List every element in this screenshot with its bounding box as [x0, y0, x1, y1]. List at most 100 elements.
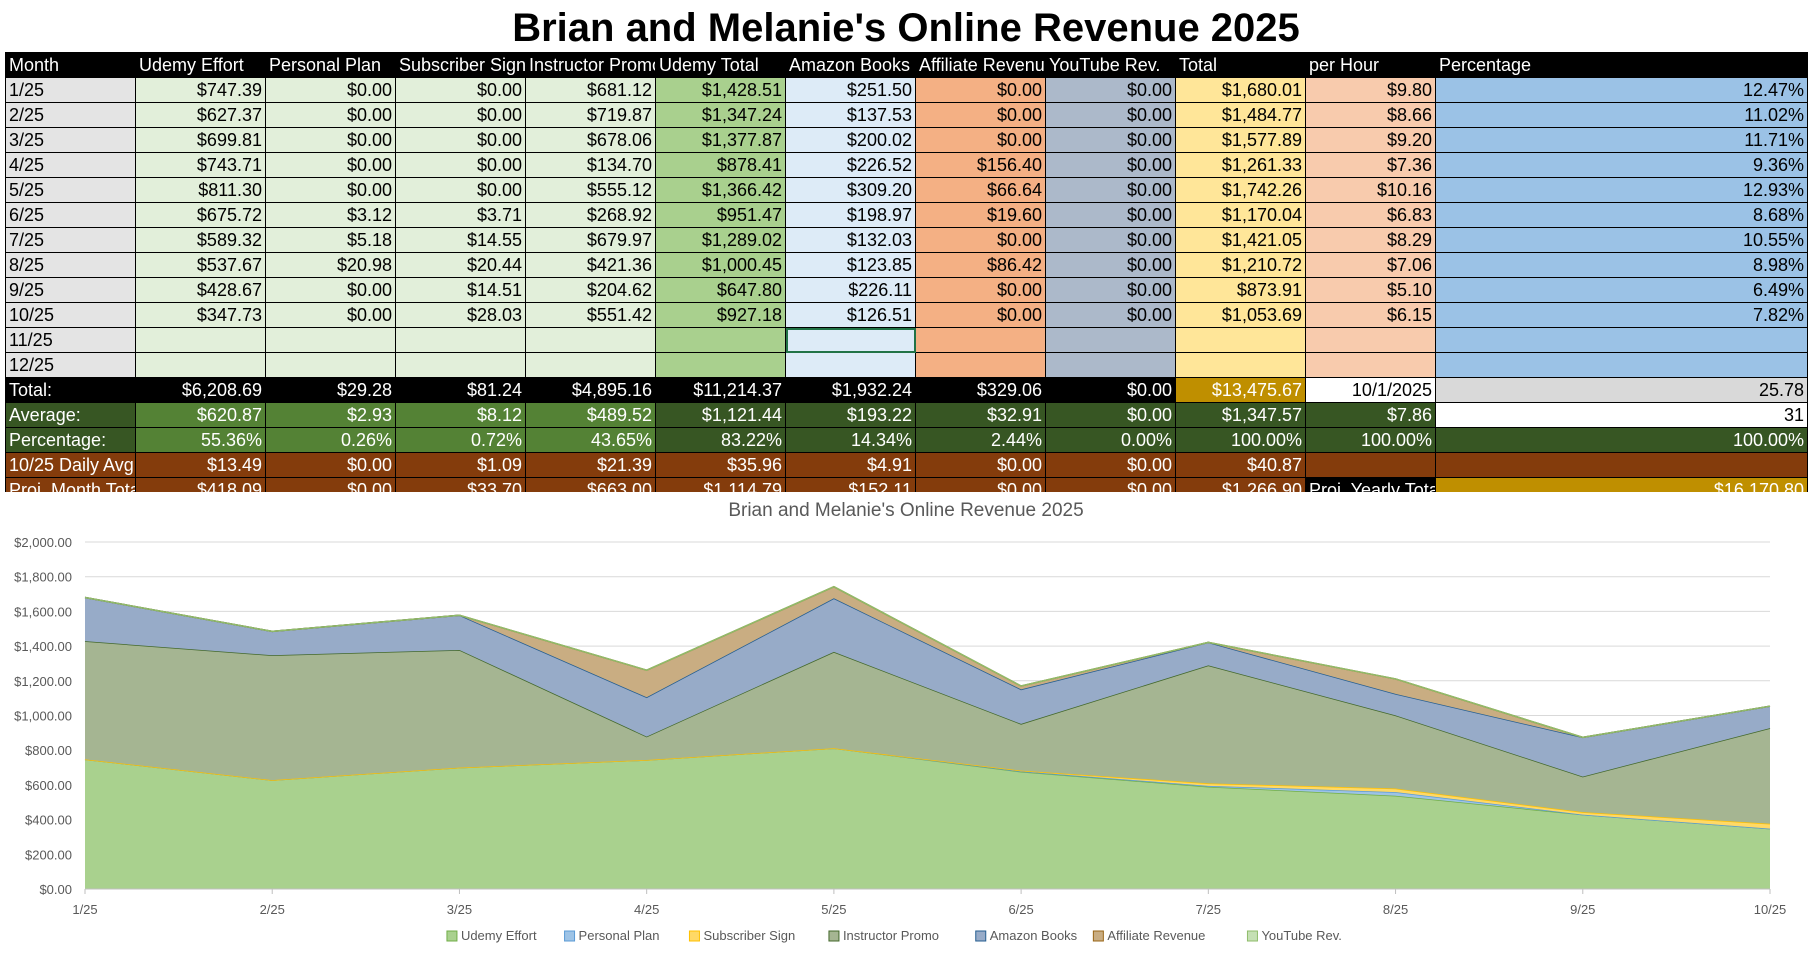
month-row-cell[interactable]: $123.85 — [785, 252, 916, 278]
month-row-cell[interactable]: $0.00 — [265, 102, 396, 128]
total-row-cell[interactable]: $81.24 — [395, 377, 526, 403]
header-row-cell[interactable]: Subscriber Sign — [395, 52, 526, 78]
average-row-cell[interactable]: $489.52 — [525, 402, 656, 428]
month-row-cell[interactable] — [395, 352, 526, 378]
month-row-cell[interactable]: $28.03 — [395, 302, 526, 328]
month-row-cell[interactable]: $134.70 — [525, 152, 656, 178]
month-row-cell[interactable]: $1,484.77 — [1175, 102, 1306, 128]
month-row-cell[interactable]: 3/25 — [5, 127, 136, 153]
total-row-cell[interactable]: $0.00 — [1045, 377, 1176, 403]
month-row-cell[interactable]: $7.36 — [1305, 152, 1436, 178]
header-row-cell[interactable]: Udemy Total — [655, 52, 786, 78]
month-row-cell[interactable]: 8/25 — [5, 252, 136, 278]
month-row-cell[interactable]: $1,170.04 — [1175, 202, 1306, 228]
month-row-cell[interactable]: $1,289.02 — [655, 227, 786, 253]
month-row-cell[interactable]: $0.00 — [265, 277, 396, 303]
month-row-cell[interactable]: $743.71 — [135, 152, 266, 178]
total-row-cell[interactable]: $4,895.16 — [525, 377, 656, 403]
header-row-cell[interactable]: YouTube Rev. — [1045, 52, 1176, 78]
month-row-cell[interactable]: 12.93% — [1435, 177, 1808, 203]
month-row-cell[interactable]: $20.98 — [265, 252, 396, 278]
average-row-cell[interactable]: $0.00 — [1045, 402, 1176, 428]
month-row-cell[interactable]: $1,742.26 — [1175, 177, 1306, 203]
month-row-cell[interactable] — [265, 327, 396, 353]
month-row-cell[interactable]: $647.80 — [655, 277, 786, 303]
month-row-cell[interactable]: $0.00 — [395, 77, 526, 103]
header-row-cell[interactable]: Amazon Books — [785, 52, 916, 78]
month-row-cell[interactable] — [1305, 327, 1436, 353]
revenue-area-chart[interactable]: Brian and Melanie's Online Revenue 2025 $… — [0, 492, 1812, 969]
month-row-cell[interactable]: $1,680.01 — [1175, 77, 1306, 103]
month-row-cell[interactable]: 11/25 — [5, 327, 136, 353]
month-row-cell[interactable]: 8.68% — [1435, 202, 1808, 228]
month-row-cell[interactable]: $1,000.45 — [655, 252, 786, 278]
month-row-cell[interactable]: $1,577.89 — [1175, 127, 1306, 153]
daily-avg-row-cell[interactable] — [1435, 452, 1808, 478]
month-row-cell[interactable] — [785, 327, 916, 353]
month-row-cell[interactable]: 10/25 — [5, 302, 136, 328]
month-row-cell[interactable]: 4/25 — [5, 152, 136, 178]
month-row-cell[interactable]: $0.00 — [1045, 77, 1176, 103]
month-row-cell[interactable]: $126.51 — [785, 302, 916, 328]
month-row-cell[interactable]: 10.55% — [1435, 227, 1808, 253]
month-row-cell[interactable]: $0.00 — [265, 152, 396, 178]
header-row-cell[interactable]: Instructor Promo — [525, 52, 656, 78]
percentage-row-cell[interactable]: Percentage: — [5, 427, 136, 453]
total-row-cell[interactable]: $11,214.37 — [655, 377, 786, 403]
month-row-cell[interactable] — [785, 352, 916, 378]
percentage-row-cell[interactable]: 0.72% — [395, 427, 526, 453]
month-row-cell[interactable]: $1,210.72 — [1175, 252, 1306, 278]
month-row-cell[interactable] — [1435, 352, 1808, 378]
month-row-cell[interactable]: 7.82% — [1435, 302, 1808, 328]
month-row-cell[interactable]: $0.00 — [265, 302, 396, 328]
total-row-cell[interactable]: 25.78 — [1435, 377, 1808, 403]
month-row-cell[interactable] — [1045, 352, 1176, 378]
month-row-cell[interactable]: $309.20 — [785, 177, 916, 203]
month-row-cell[interactable]: 6.49% — [1435, 277, 1808, 303]
month-row-cell[interactable]: $9.20 — [1305, 127, 1436, 153]
daily-avg-row-cell[interactable]: $0.00 — [915, 452, 1046, 478]
month-row-cell[interactable]: 8.98% — [1435, 252, 1808, 278]
month-row-cell[interactable]: $0.00 — [1045, 177, 1176, 203]
month-row-cell[interactable]: $156.40 — [915, 152, 1046, 178]
month-row-cell[interactable]: $699.81 — [135, 127, 266, 153]
percentage-row-cell[interactable]: 0.26% — [265, 427, 396, 453]
month-row-cell[interactable]: $0.00 — [1045, 277, 1176, 303]
month-row-cell[interactable]: $811.30 — [135, 177, 266, 203]
month-row-cell[interactable]: $347.73 — [135, 302, 266, 328]
month-row-cell[interactable]: $589.32 — [135, 227, 266, 253]
month-row-cell[interactable] — [1435, 327, 1808, 353]
month-row-cell[interactable]: $0.00 — [1045, 227, 1176, 253]
month-row-cell[interactable]: $19.60 — [915, 202, 1046, 228]
header-row-cell[interactable]: Total — [1175, 52, 1306, 78]
month-row-cell[interactable]: $268.92 — [525, 202, 656, 228]
month-row-cell[interactable] — [1045, 327, 1176, 353]
month-row-cell[interactable] — [915, 352, 1046, 378]
month-row-cell[interactable]: $0.00 — [395, 102, 526, 128]
month-row-cell[interactable]: $1,366.42 — [655, 177, 786, 203]
average-row-cell[interactable]: $2.93 — [265, 402, 396, 428]
month-row-cell[interactable]: $421.36 — [525, 252, 656, 278]
month-row-cell[interactable] — [1305, 352, 1436, 378]
month-row-cell[interactable]: $1,347.24 — [655, 102, 786, 128]
month-row-cell[interactable]: 9.36% — [1435, 152, 1808, 178]
month-row-cell[interactable]: $0.00 — [915, 227, 1046, 253]
month-row-cell[interactable]: $0.00 — [1045, 152, 1176, 178]
total-row-cell[interactable]: Total: — [5, 377, 136, 403]
month-row-cell[interactable]: $14.55 — [395, 227, 526, 253]
daily-avg-row-cell[interactable]: $40.87 — [1175, 452, 1306, 478]
header-row-cell[interactable]: Affiliate Revenue — [915, 52, 1046, 78]
percentage-row-cell[interactable]: 14.34% — [785, 427, 916, 453]
month-row-cell[interactable]: $251.50 — [785, 77, 916, 103]
month-row-cell[interactable]: $428.67 — [135, 277, 266, 303]
month-row-cell[interactable]: $10.16 — [1305, 177, 1436, 203]
month-row-cell[interactable]: $0.00 — [915, 302, 1046, 328]
month-row-cell[interactable]: 7/25 — [5, 227, 136, 253]
total-row-cell[interactable]: $13,475.67 — [1175, 377, 1306, 403]
daily-avg-row-cell[interactable]: $1.09 — [395, 452, 526, 478]
total-row-cell[interactable]: $6,208.69 — [135, 377, 266, 403]
month-row-cell[interactable]: $719.87 — [525, 102, 656, 128]
month-row-cell[interactable]: $0.00 — [915, 127, 1046, 153]
month-row-cell[interactable]: $8.29 — [1305, 227, 1436, 253]
daily-avg-row-cell[interactable]: $0.00 — [1045, 452, 1176, 478]
